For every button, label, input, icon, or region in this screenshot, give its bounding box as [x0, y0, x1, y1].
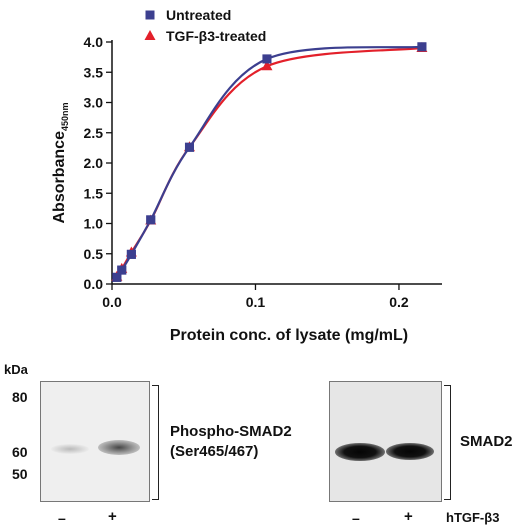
y-tick-label-8: 4.0 — [84, 34, 104, 50]
absorbance-chart: 0.0 0.5 1.0 1.5 2.0 2.5 3.0 3.5 4.0 0.0 0.1 0.2 Prot… — [51, 7, 442, 344]
series-0-point-top-2 — [126, 249, 136, 259]
lane-plus-right: + — [404, 508, 413, 525]
series-line-1 — [115, 46, 423, 278]
kda-label: kDa — [4, 362, 28, 377]
series-0-point-top-0 — [112, 272, 122, 282]
smad2-blot — [329, 381, 442, 502]
smad2-label: SMAD2 — [460, 433, 513, 450]
phospho-band-untreated — [51, 444, 89, 454]
y-tick-label-7: 3.5 — [84, 64, 104, 80]
lane-minus-right: – — [352, 510, 360, 526]
legend-marker-0 — [145, 10, 155, 20]
legend-marker-1 — [144, 30, 156, 40]
treatment-label: hTGF-β3 — [446, 510, 500, 525]
x-tick-label-1: 0.1 — [246, 294, 266, 310]
series-1-point-5 — [261, 60, 273, 71]
y-tick-label-0: 0.0 — [84, 276, 104, 292]
phospho-site-label: (Ser465/467) — [170, 443, 259, 460]
marker-80: 80 — [12, 389, 28, 405]
series-line-0 — [115, 45, 422, 278]
y-axis-label-subscript: 450nm — [60, 103, 70, 132]
series-0-point-top-3 — [146, 215, 156, 225]
legend-label-1: TGF-β3-treated — [166, 28, 266, 44]
series-0-point-top-6 — [417, 42, 427, 52]
smad2-band-treated — [386, 443, 434, 460]
lane-minus-left: – — [58, 510, 66, 526]
phospho-smad2-blot — [40, 381, 150, 502]
phospho-smad2-label: Phospho-SMAD2 — [170, 423, 292, 440]
marker-60: 60 — [12, 444, 28, 460]
y-tick-label-6: 3.0 — [84, 95, 104, 111]
x-axis-label: Protein conc. of lysate (mg/mL) — [170, 327, 408, 344]
series-0-point-top-1 — [117, 265, 127, 275]
x-tick-label-0: 0.0 — [102, 294, 122, 310]
y-tick-label-4: 2.0 — [84, 155, 104, 171]
smad2-bracket — [444, 385, 451, 500]
smad2-band-untreated — [335, 443, 385, 461]
marker-50: 50 — [12, 466, 28, 482]
x-tick-label-2: 0.2 — [389, 294, 409, 310]
y-tick-label-3: 1.5 — [84, 185, 104, 201]
phospho-band-treated — [98, 440, 140, 455]
series-0-point-top-4 — [184, 142, 194, 152]
phospho-bracket — [152, 385, 159, 500]
y-tick-label-2: 1.0 — [84, 216, 104, 232]
y-tick-label-5: 2.5 — [84, 125, 104, 141]
y-axis-label: Absorbance450nm — [51, 103, 70, 224]
y-tick-label-1: 0.5 — [84, 246, 104, 262]
lane-plus-left: + — [108, 508, 117, 525]
series-0-point-top-5 — [262, 54, 272, 64]
legend-label-0: Untreated — [166, 7, 231, 23]
